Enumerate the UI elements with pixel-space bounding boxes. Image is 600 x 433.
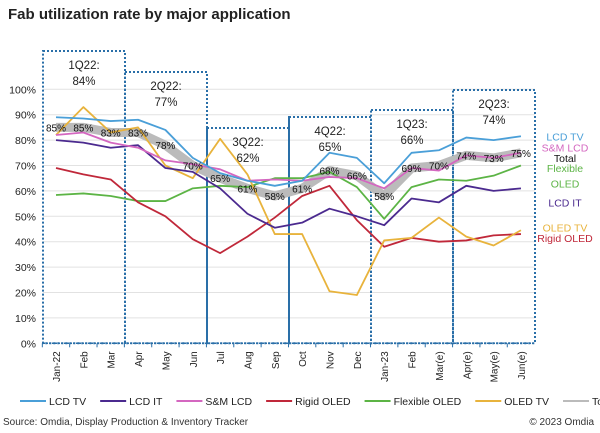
y-tick-label: 90% [15, 110, 36, 122]
right-series-label: S&M LCD [542, 143, 589, 155]
series-line-oled-tv [55, 106, 522, 296]
x-tick-label: Jan-23 [380, 351, 391, 382]
series-line-total [56, 122, 522, 201]
quarter-box [288, 116, 372, 345]
total-data-label: 78% [155, 141, 175, 152]
x-tick-label: Jun(e) [517, 351, 528, 379]
quarter-value: 77% [154, 97, 177, 109]
copyright: © 2023 Omdia [529, 417, 594, 428]
x-tick-label: Apr [134, 351, 145, 367]
right-series-label: OLED [551, 178, 580, 190]
total-data-label: 70% [429, 162, 449, 173]
series-line-lcd-it [55, 139, 522, 229]
quarter-box [124, 71, 208, 345]
total-data-label: 68% [319, 167, 339, 178]
right-series-label: Rigid OLED [537, 233, 593, 245]
total-data-label: 70% [183, 162, 203, 173]
quarter-label: 2Q22: [150, 81, 181, 93]
legend-label: LCD IT [129, 396, 163, 408]
right-series-label: LCD TV [546, 131, 583, 143]
total-data-label: 74% [456, 151, 476, 162]
y-tick-label: 50% [15, 211, 36, 223]
y-tick-label: 30% [15, 262, 36, 274]
quarter-label: 3Q22: [232, 137, 263, 149]
right-series-label: Total [554, 153, 576, 165]
quarter-label: 2Q23: [478, 99, 509, 111]
quarter-value: 65% [318, 142, 341, 154]
right-series-label: Flexible [547, 163, 583, 175]
quarter-value: 84% [72, 76, 95, 88]
total-data-label: 85% [46, 123, 66, 134]
legend-label: Total [592, 396, 600, 408]
quarter-label: 4Q22: [314, 126, 345, 138]
legend-label: S&M LCD [205, 396, 252, 408]
y-tick-label: 70% [15, 161, 36, 173]
x-tick-label: Aug [243, 351, 254, 369]
quarter-label: 1Q22: [68, 60, 99, 72]
legend-label: OLED TV [504, 396, 549, 408]
total-data-label: 85% [73, 123, 93, 134]
x-tick-label: May(e) [490, 351, 501, 382]
total-data-label: 61% [292, 184, 312, 195]
right-series-label: LCD IT [548, 197, 582, 209]
x-tick-label: Feb [408, 351, 419, 369]
x-tick-label: Sep [271, 351, 282, 369]
x-tick-label: Mar [107, 351, 118, 369]
quarter-value: 74% [482, 115, 505, 127]
total-data-label: 83% [101, 128, 121, 139]
total-data-label: 65% [210, 174, 230, 185]
y-tick-label: 80% [15, 135, 36, 147]
series-line-lcd-tv [55, 116, 522, 187]
total-data-label: 66% [347, 172, 367, 183]
x-tick-label: Oct [298, 351, 309, 367]
legend-label: Flexible OLED [394, 396, 462, 408]
quarter-value: 62% [236, 153, 259, 165]
y-tick-label: 0% [21, 338, 36, 350]
quarter-value: 66% [400, 135, 423, 147]
x-tick-label: Dec [353, 351, 364, 369]
x-tick-label: Mar(e) [435, 351, 446, 380]
total-data-label: 61% [237, 184, 257, 195]
y-tick-label: 100% [9, 84, 36, 96]
total-data-label: 75% [511, 149, 531, 160]
chart-title: Fab utilization rate by major applicatio… [8, 6, 291, 23]
total-data-label: 69% [402, 164, 422, 175]
series-line-rigid-oled [55, 167, 521, 255]
series-line-flexible-oled [55, 164, 522, 220]
total-data-label: 83% [128, 128, 148, 139]
x-tick-label: Jan-22 [52, 351, 63, 382]
x-tick-label: Nov [326, 351, 337, 369]
y-tick-label: 20% [15, 288, 36, 300]
source-note: Source: Omdia, Display Production & Inve… [3, 417, 249, 428]
right-series-label: OLED TV [543, 223, 588, 235]
x-tick-label: Jul [216, 351, 227, 364]
total-data-label: 58% [374, 192, 394, 203]
y-tick-label: 10% [15, 313, 36, 325]
x-tick-label: Jun [189, 351, 200, 367]
total-data-label: 73% [484, 154, 504, 165]
x-tick-label: May [161, 351, 172, 370]
legend-label: LCD TV [49, 396, 86, 408]
series-line-s-m-lcd [55, 131, 522, 190]
x-tick-label: Feb [79, 351, 90, 369]
y-tick-label: 60% [15, 186, 36, 198]
y-tick-label: 40% [15, 237, 36, 249]
x-tick-label: Apr(e) [462, 351, 473, 379]
quarter-label: 1Q23: [396, 119, 427, 131]
legend-label: Rigid OLED [295, 396, 351, 408]
total-data-label: 58% [265, 192, 285, 203]
